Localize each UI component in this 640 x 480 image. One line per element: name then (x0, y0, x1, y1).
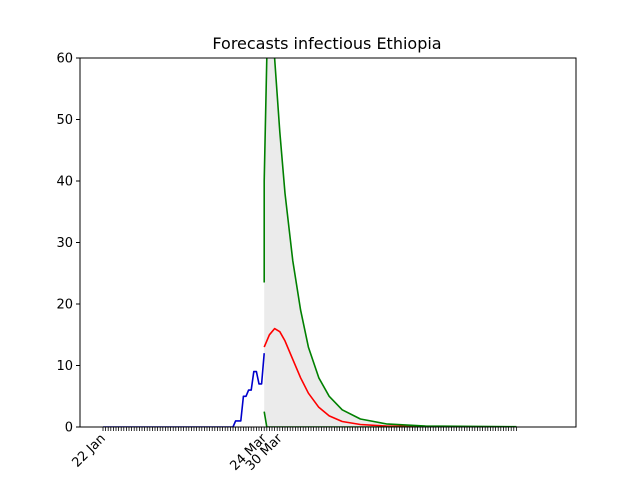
series-forecast-upper (263, 58, 517, 427)
y-tick-label: 40 (56, 175, 73, 190)
y-tick-label: 50 (56, 113, 73, 128)
plot-frame (79, 57, 577, 428)
y-tick-label: 20 (56, 298, 73, 313)
series-forecast-lower (263, 411, 517, 427)
y-tick-label: 60 (56, 52, 73, 67)
y-tick-label: 30 (56, 236, 73, 251)
series-observed (103, 353, 265, 427)
y-tick-label: 10 (56, 359, 73, 374)
y-tick-label: 0 (65, 421, 73, 436)
series-forecast-median (263, 327, 517, 427)
chart-title: Forecasts infectious Ethiopia (212, 34, 441, 53)
forecast-band (264, 58, 517, 427)
x-tick-label: 22 Jan (69, 431, 108, 470)
